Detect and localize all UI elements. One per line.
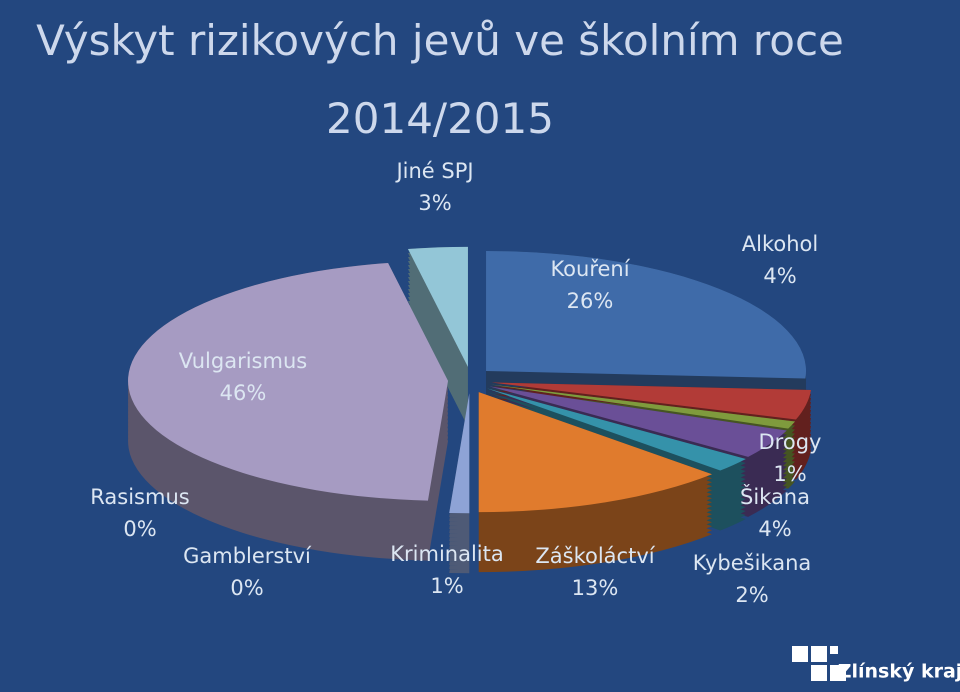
- value-label: 3%: [418, 191, 451, 215]
- slice: [486, 250, 807, 379]
- slice: [449, 393, 470, 514]
- category-label: Kybešikana: [693, 551, 812, 575]
- logo-square: [792, 646, 808, 662]
- category-label: Kriminalita: [390, 542, 503, 566]
- category-label: Jiné SPJ: [394, 159, 473, 183]
- slice-tops: [128, 246, 811, 514]
- category-label: Vulgarismus: [179, 349, 307, 373]
- category-label: Kouření: [550, 257, 630, 281]
- value-label: 1%: [430, 574, 463, 598]
- slice: [407, 246, 468, 367]
- category-label: Drogy: [759, 430, 822, 454]
- value-label: 46%: [220, 381, 267, 405]
- slice: [128, 262, 449, 501]
- category-label: Alkohol: [742, 232, 818, 256]
- value-label: 4%: [763, 264, 796, 288]
- logo-square: [811, 646, 827, 662]
- category-label: Záškoláctví: [535, 544, 655, 568]
- slice: [478, 392, 713, 513]
- logo-square: [830, 665, 846, 681]
- value-label: 1%: [773, 462, 806, 486]
- value-label: 13%: [572, 576, 619, 600]
- category-label: Rasismus: [90, 485, 189, 509]
- slice: [489, 386, 787, 457]
- category-label: Gamblerství: [183, 544, 312, 568]
- logo-text: Zlínský kraj: [838, 661, 960, 683]
- value-label: 0%: [230, 576, 263, 600]
- logo-square: [830, 646, 838, 654]
- slice: [491, 382, 811, 420]
- slice: [490, 384, 796, 429]
- value-label: 26%: [567, 289, 614, 313]
- value-label: 2%: [735, 583, 768, 607]
- value-label: 4%: [758, 517, 791, 541]
- chart-title: Výskyt rizikových jevů ve školním roce 2…: [36, 16, 844, 143]
- logo: Zlínský kraj: [792, 646, 960, 683]
- value-label: 0%: [123, 517, 156, 541]
- slice: [486, 388, 746, 471]
- category-label: Šikana: [740, 484, 810, 509]
- logo-square: [811, 665, 827, 681]
